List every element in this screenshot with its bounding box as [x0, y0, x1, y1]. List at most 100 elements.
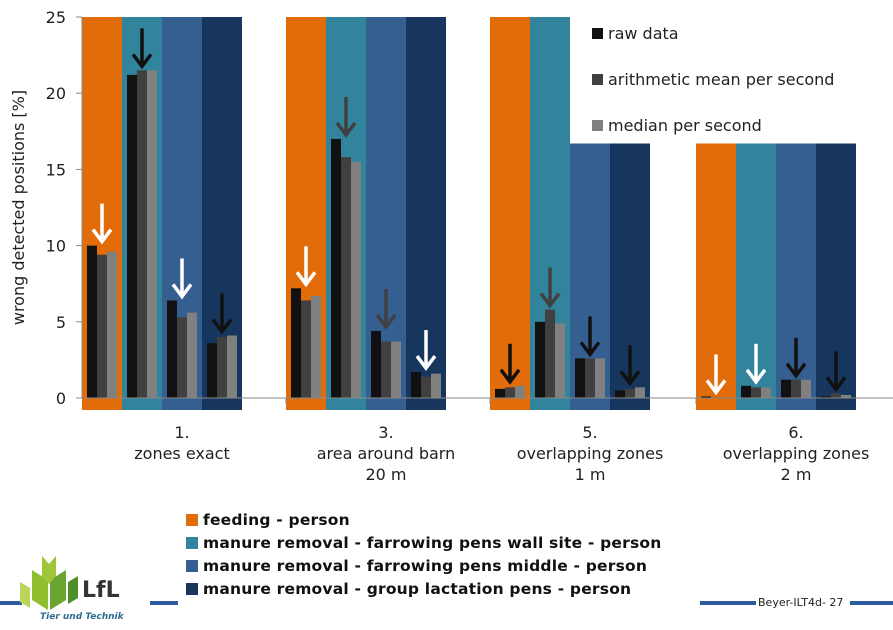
data-bar: [137, 70, 147, 398]
arrow-head: [499, 368, 521, 385]
data-bar: [635, 387, 645, 398]
data-bar: [505, 387, 515, 398]
arrow-head: [211, 318, 233, 335]
arrow-head: [415, 355, 437, 372]
data-bar: [701, 396, 711, 398]
legend-swatch: [592, 28, 603, 39]
y-tick-label: 25: [46, 8, 66, 27]
y-tick-label: 5: [56, 313, 66, 332]
category-label: 20 m: [365, 465, 406, 484]
data-bar: [217, 337, 227, 398]
data-bar: [227, 335, 237, 398]
logo-subtitle: Tier und Technik: [40, 612, 124, 622]
data-bar: [331, 138, 341, 399]
data-bar: [625, 388, 635, 398]
legend-label: feeding - person: [203, 510, 350, 529]
data-bar: [391, 341, 401, 398]
data-bar: [615, 390, 625, 398]
data-bar: [177, 317, 187, 398]
data-bar: [301, 300, 311, 398]
data-bar: [781, 379, 791, 398]
axes: 1. zones exact 3. area around barn 20 m 5. ove…: [9, 8, 893, 484]
data-bar: [371, 330, 381, 398]
data-bar: [741, 385, 751, 398]
data-bar: [585, 358, 595, 398]
data-bar: [831, 393, 841, 398]
data-bar: [801, 379, 811, 398]
data-bar: [291, 288, 301, 398]
legend-item-wall-site: manure removal - farrowing pens wall sit…: [186, 531, 662, 554]
legend-label: manure removal - farrowing pens wall sit…: [203, 533, 662, 552]
arrows: [91, 28, 847, 396]
logo-text: LfL: [82, 578, 120, 603]
data-bar: [87, 245, 97, 398]
data-bar: [351, 161, 361, 398]
footer-line-right-b: [850, 601, 893, 605]
legend-item-feeding: feeding - person: [186, 508, 662, 531]
arrow-head: [131, 53, 153, 70]
footer-line-mid: [150, 601, 178, 605]
category-label: 2 m: [781, 465, 812, 484]
legend-box: [572, 15, 893, 143]
legend-label: manure removal - group lactation pens - …: [203, 579, 632, 598]
arrow-head: [375, 313, 397, 330]
data-bar: [545, 309, 555, 398]
data-bar: [411, 372, 421, 398]
data-bar: [311, 295, 321, 398]
footer-line-left: [0, 601, 22, 605]
arrow-head: [745, 368, 767, 385]
lfl-logo-icon: [20, 556, 78, 610]
legend-swatch: [186, 536, 198, 549]
category-label: 1 m: [575, 465, 606, 484]
category-label: 1.: [174, 423, 189, 442]
legend-swatch: [186, 559, 198, 572]
chart: 1. zones exact 3. area around barn 20 m 5. ove…: [9, 8, 893, 484]
arrow-head: [91, 228, 113, 245]
data-bar: [207, 343, 217, 398]
arrow-head: [619, 370, 641, 387]
data-bar: [535, 321, 545, 398]
data-bar: [555, 323, 565, 398]
legend-label: arithmetic mean per second: [608, 70, 834, 89]
category-label: zones exact: [134, 444, 230, 463]
data-bar: [751, 387, 761, 398]
legend-swatch: [186, 582, 198, 595]
legend-item-middle: manure removal - farrowing pens middle -…: [186, 554, 662, 577]
data-bar: [495, 388, 505, 398]
data-bar: [575, 358, 585, 398]
data-bars: [87, 70, 851, 399]
category-label: 3.: [378, 423, 393, 442]
data-bar: [761, 387, 771, 398]
category-label: area around barn: [317, 444, 456, 463]
legend-label: manure removal - farrowing pens middle -…: [203, 556, 648, 575]
arrow-head: [539, 292, 561, 309]
y-tick-label: 10: [46, 237, 66, 256]
category-label: 6.: [788, 423, 803, 442]
data-bar: [421, 376, 431, 398]
data-bar: [147, 70, 157, 398]
arrow-head: [579, 341, 601, 358]
data-bar: [127, 74, 137, 399]
legend-swatch: [186, 513, 198, 526]
legend-swatch: [592, 74, 603, 85]
category-label: overlapping zones: [723, 444, 870, 463]
category-label: 5.: [582, 423, 597, 442]
data-bar: [381, 341, 391, 398]
legend-swatch: [592, 120, 603, 131]
footer-line-right-a: [700, 601, 756, 605]
data-bar: [515, 385, 525, 398]
arrow-head: [785, 362, 807, 379]
data-bar: [431, 373, 441, 398]
data-bar: [107, 251, 117, 398]
series-legend: raw data arithmetic mean per second median…: [572, 15, 893, 143]
y-axis-title: wrong detected positions [%]: [9, 90, 28, 325]
data-bar: [595, 358, 605, 398]
arrow-head: [825, 376, 847, 393]
slide-reference: Beyer-ILT4d- 27: [758, 596, 844, 609]
data-bar: [791, 379, 801, 398]
data-bar: [841, 394, 851, 398]
y-tick-label: 0: [56, 389, 66, 408]
legend-label: raw data: [608, 24, 679, 43]
arrow-head: [335, 121, 357, 138]
legend-item-group-lactation: manure removal - group lactation pens - …: [186, 577, 662, 600]
